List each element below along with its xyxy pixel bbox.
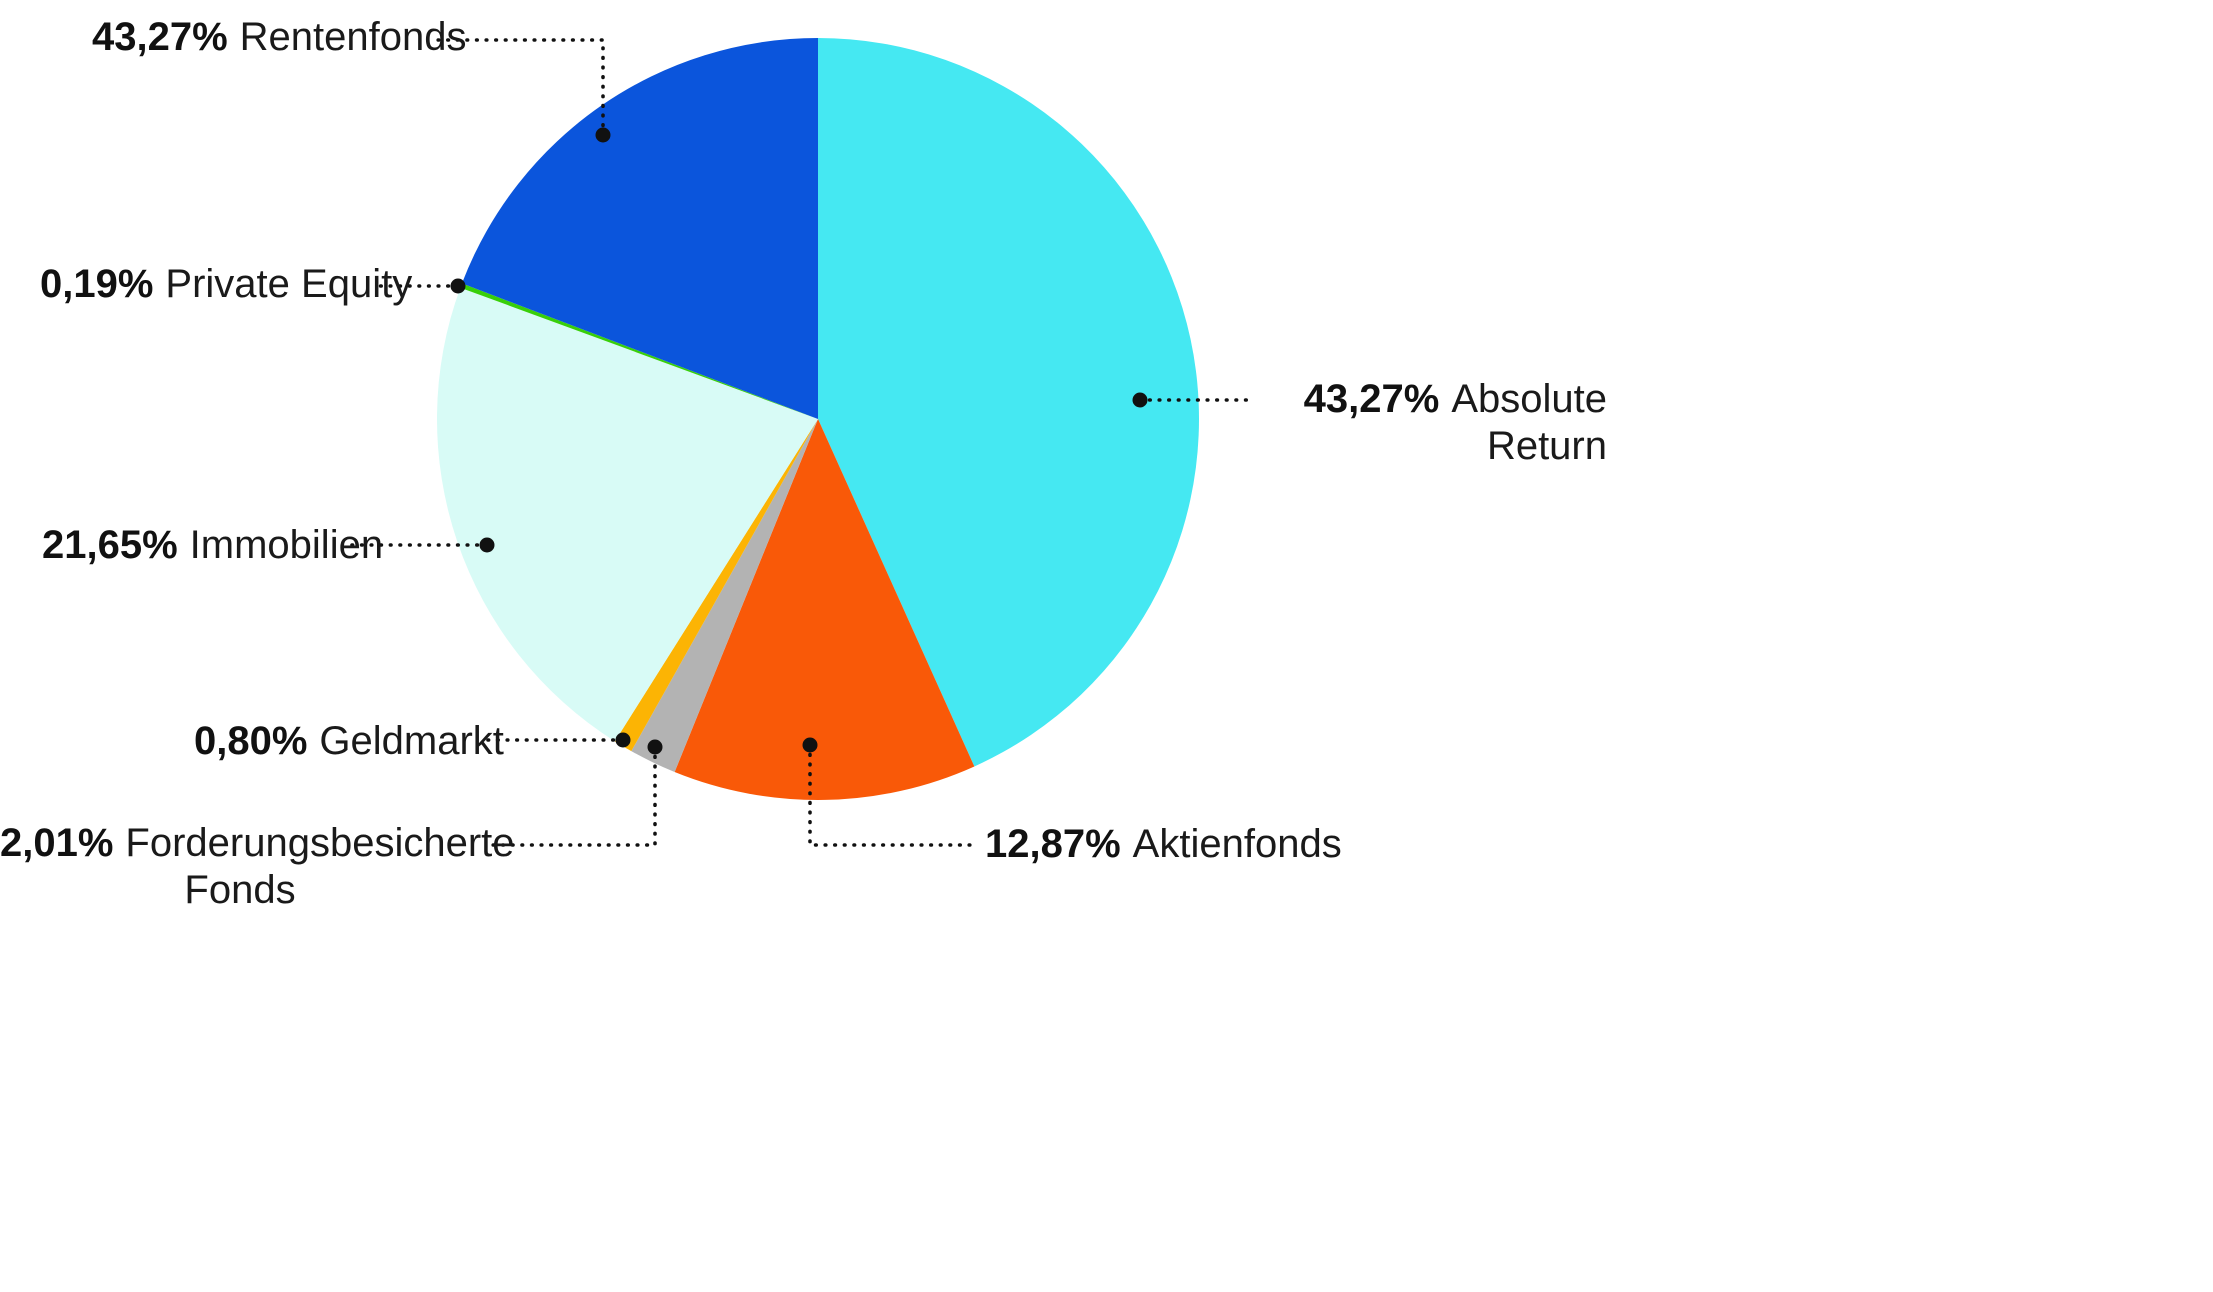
label-forderungsbesicherte-fonds: 2,01% Forderungsbesicherte Fonds bbox=[0, 820, 515, 914]
aktienfonds-name: Aktienfonds bbox=[1132, 822, 1342, 866]
label-geldmarkt: 0,80% Geldmarkt bbox=[194, 718, 504, 765]
pie-slice-aktienfonds bbox=[674, 419, 975, 801]
pie-slice-immobilien bbox=[436, 287, 818, 742]
pie-slice-private-equity bbox=[460, 283, 818, 419]
absolute-return-percent: 43,27% bbox=[1303, 377, 1440, 421]
pie-slice-rentenfonds bbox=[461, 38, 818, 419]
immobilien-percent: 21,65% bbox=[42, 523, 178, 567]
rentenfonds-name: Rentenfonds bbox=[239, 15, 467, 59]
pie-slice-geldmarkt bbox=[614, 419, 818, 752]
private-equity-name: Private Equity bbox=[165, 262, 413, 306]
label-private-equity: 0,19% Private Equity bbox=[40, 261, 412, 308]
pie-slice-forderungsbesicherte-fonds bbox=[631, 419, 818, 772]
pie-slice-absolute-return bbox=[818, 38, 1199, 767]
forderungsbesicherte-name: Forderungsbesicherte Fonds bbox=[125, 821, 515, 913]
leader-dot-immobilien bbox=[479, 537, 495, 553]
leader-dot-aktienfonds bbox=[802, 737, 818, 753]
leader-dot-private-equity bbox=[450, 278, 466, 294]
label-absolute-return: 43,27% Absolute Return bbox=[1262, 376, 1607, 470]
immobilien-name: Immobilien bbox=[189, 523, 384, 567]
label-immobilien: 21,65% Immobilien bbox=[42, 522, 383, 569]
aktienfonds-percent: 12,87% bbox=[985, 822, 1121, 866]
leader-line-forderungsbesicherte-fonds bbox=[484, 745, 657, 847]
label-aktienfonds: 12,87% Aktienfonds bbox=[985, 821, 1342, 868]
forderungsbesicherte-percent: 2,01% bbox=[0, 821, 114, 865]
leader-dot-rentenfonds bbox=[595, 127, 611, 143]
absolute-return-name: Absolute Return bbox=[1451, 377, 1607, 469]
leader-dot-geldmarkt bbox=[615, 732, 631, 748]
label-rentenfonds: 43,27% Rentenfonds bbox=[92, 14, 467, 61]
private-equity-percent: 0,19% bbox=[40, 262, 154, 306]
leader-dot-forderungsbesicherte-fonds bbox=[647, 739, 663, 755]
leader-dot-absolute-return bbox=[1132, 392, 1148, 408]
rentenfonds-percent: 43,27% bbox=[92, 15, 228, 59]
geldmarkt-percent: 0,80% bbox=[194, 719, 308, 763]
leader-line-rentenfonds bbox=[432, 38, 605, 137]
geldmarkt-name: Geldmarkt bbox=[319, 719, 504, 763]
